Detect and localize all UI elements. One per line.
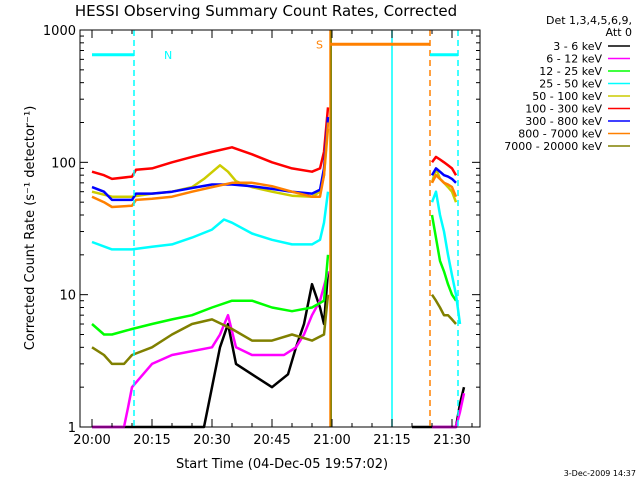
series-line [430,167,458,203]
series-line [430,214,458,302]
series-line [91,254,330,336]
x-axis: 20:00 20:15 20:30 20:45 21:00 21:15 21:30 [73,30,473,448]
plot-series [91,107,466,429]
x-axis-label: Start Time (04-Dec-05 19:57:02) [176,457,388,472]
series-line [432,392,466,429]
legend-entry: 300 - 800 keV [525,115,602,128]
y-tick-label: 1000 [43,24,76,39]
series-line [92,271,330,429]
y-tick-label: 1 [68,421,76,436]
series-line [430,294,457,325]
series-line [430,173,458,198]
series-line [91,116,330,202]
x-tick-label: 21:15 [373,433,410,448]
flag-label: N [164,49,172,62]
legend-detectors: Det 1,3,4,5,6,9, [546,14,632,27]
legend-entry: 800 - 7000 keV [518,128,602,141]
plot-flags: NS [92,30,459,427]
legend-entry: 50 - 100 keV [532,90,602,103]
x-tick-label: 20:45 [253,433,290,448]
x-tick-label: 20:15 [133,433,170,448]
legend-entry: 7000 - 20000 keV [504,140,602,153]
series-line [430,167,457,184]
legend-entry: 6 - 12 keV [546,53,602,66]
x-tick-label: 20:00 [73,433,110,448]
series-line [91,294,330,366]
series-line [430,155,458,176]
y-axis-label: Corrected Count Rate (s⁻¹ detector⁻¹) [23,106,38,351]
x-tick-label: 21:00 [313,433,350,448]
x-tick-label: 20:30 [193,433,230,448]
x-tick-label: 21:30 [433,433,470,448]
series-line [91,107,330,181]
legend-entry: 3 - 6 keV [553,40,602,53]
footer-date: 3-Dec-2009 14:37 [564,469,636,478]
series-line [91,122,330,209]
legend-entry: 25 - 50 keV [539,78,602,91]
legend-entry: 100 - 300 keV [525,103,602,116]
legend-attenuator: Att 0 [606,26,632,39]
chart-title: HESSI Observing Summary Count Rates, Cor… [75,2,457,20]
series-line [91,191,330,251]
y-tick-label: 10 [59,289,76,304]
flag-label: S [316,38,323,51]
series-line [412,386,466,429]
y-tick-label: 100 [51,156,76,171]
legend-entry: 12 - 25 keV [539,65,602,78]
plot-frame [79,29,481,428]
series-line [430,190,462,325]
y-axis: 1 10 100 1000 [43,24,480,436]
